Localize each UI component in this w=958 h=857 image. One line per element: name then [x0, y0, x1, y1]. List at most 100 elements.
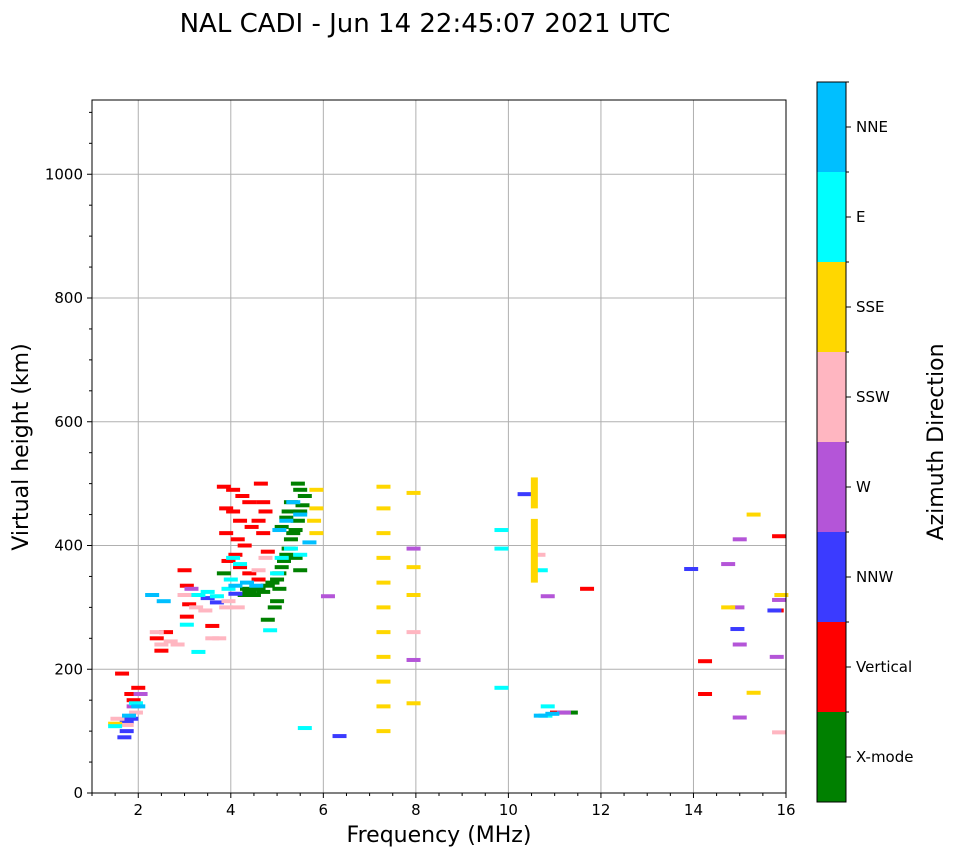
y-tick-label: 1000 — [45, 165, 83, 183]
echo-point-x-mode — [277, 558, 292, 563]
echo-point-ssw — [258, 555, 273, 560]
echo-point-w — [406, 657, 421, 662]
echo-point-vertical — [698, 659, 713, 664]
x-tick-label: 10 — [499, 801, 518, 819]
echo-point-nnw — [119, 719, 134, 724]
echo-point-ssw — [110, 716, 125, 721]
echo-point-w — [133, 692, 148, 696]
echo-point-vertical — [580, 586, 595, 591]
y-tick-label: 600 — [54, 413, 83, 431]
colorbar-segment-nne — [817, 82, 846, 172]
echo-point-nnw — [117, 735, 132, 740]
colorbar-segment-sse — [817, 262, 846, 352]
colorbar-segment-nnw — [817, 532, 846, 622]
colorbar-segment-w — [817, 442, 846, 532]
x-tick-label: 2 — [133, 801, 143, 819]
echo-point-nne — [279, 518, 294, 523]
echo-point-vertical — [698, 692, 713, 696]
echo-point-x-mode — [274, 565, 289, 570]
echo-point-ssw — [119, 722, 134, 727]
echo-point-nne — [302, 540, 317, 545]
echo-point-e — [108, 724, 123, 729]
echo-point-vertical — [256, 500, 271, 505]
echo-point-sse — [376, 654, 391, 659]
colorbar-tick-label: SSE — [856, 298, 885, 316]
colorbar-tick-label: X-mode — [856, 748, 913, 766]
echo-point-nnw — [228, 591, 243, 596]
echo-point-e — [274, 555, 289, 560]
echo-point-w — [772, 597, 787, 602]
x-tick-label: 14 — [684, 801, 703, 819]
y-tick-label: 800 — [54, 289, 83, 307]
echo-point-e — [533, 568, 548, 573]
plot-area: 2 4 6 8 10 12 14 16 0 200 400 600 800 1000 — [45, 99, 796, 819]
echo-point-nnw — [209, 600, 224, 605]
y-tick-label: 0 — [73, 784, 83, 802]
echo-point-sse — [721, 605, 736, 610]
colorbar-tick-label: NNW — [856, 568, 893, 586]
echo-point-e — [494, 685, 509, 690]
echo-point-sse — [774, 593, 789, 597]
echo-point-e — [128, 701, 143, 706]
echo-point-vertical — [228, 552, 243, 557]
echo-point-nne — [145, 593, 160, 597]
echo-point-e — [293, 552, 308, 557]
echo-point-e — [191, 649, 206, 654]
echo-point-e — [221, 586, 236, 591]
echo-point-nnw — [684, 567, 699, 572]
echo-point-e — [263, 628, 278, 633]
echo-point-vertical — [177, 568, 192, 573]
colorbar-segment-ssw — [817, 352, 846, 442]
echo-point-x-mode — [265, 580, 280, 585]
echo-point-nne — [249, 583, 264, 588]
echo-point-sse — [376, 729, 391, 734]
echo-point-e — [297, 726, 312, 731]
echo-point-nnw — [200, 596, 215, 601]
echo-point-nne — [272, 528, 287, 533]
echo-point-sse — [376, 506, 391, 511]
echo-point-vertical — [115, 671, 130, 676]
echo-point-x-mode — [293, 568, 308, 573]
echo-point-ssw — [198, 608, 213, 613]
echo-point-w — [730, 605, 745, 610]
echo-point-nnw — [517, 492, 532, 497]
echo-bar-sse — [530, 477, 538, 509]
echo-point-sse — [307, 518, 322, 523]
echo-point-vertical — [237, 543, 252, 548]
echo-point-e — [494, 528, 509, 533]
echo-point-vertical — [131, 685, 146, 690]
echo-point-e — [223, 577, 238, 582]
echo-point-vertical — [179, 614, 194, 619]
echo-point-vertical — [182, 602, 197, 607]
echo-point-nnw — [124, 716, 139, 721]
echo-point-vertical — [179, 583, 194, 588]
echo-point-vertical — [244, 524, 259, 529]
echo-point-x-mode — [246, 593, 261, 597]
echo-point-sse — [309, 487, 324, 492]
x-axis-label: Frequency (MHz) — [347, 823, 532, 848]
echo-point-w — [732, 715, 747, 720]
colorbar-tick-label: NNE — [856, 118, 888, 136]
echo-point-x-mode — [286, 531, 301, 536]
x-tick-label: 12 — [591, 801, 610, 819]
echo-point-ssw — [219, 605, 234, 610]
colorbar-tick-label: W — [856, 478, 871, 496]
chart-title: NAL CADI - Jun 14 22:45:07 2021 UTC — [180, 9, 671, 39]
echo-point-vertical — [126, 698, 141, 703]
echo-point-x-mode — [295, 503, 310, 508]
echo-point-sse — [376, 531, 391, 536]
echo-point-vertical — [256, 531, 271, 536]
echo-point-vertical — [154, 648, 169, 653]
echo-point-vertical — [242, 571, 257, 576]
echo-point-vertical — [226, 487, 241, 492]
echo-point-sse — [376, 580, 391, 585]
echo-point-ssw — [772, 730, 787, 735]
echo-point-x-mode — [293, 487, 308, 492]
echo-point-w — [769, 654, 784, 659]
echo-point-nnw — [332, 734, 347, 739]
echo-point-x-mode — [293, 509, 308, 514]
echo-point-w — [540, 594, 555, 599]
echo-point-ssw — [251, 568, 266, 573]
echo-point-e — [540, 704, 555, 709]
